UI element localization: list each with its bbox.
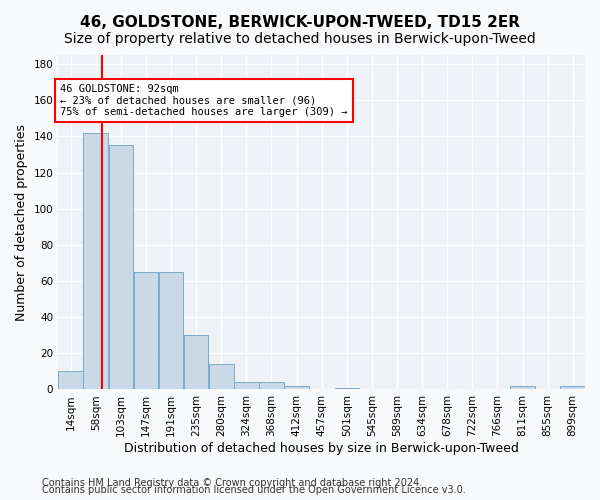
Text: 46, GOLDSTONE, BERWICK-UPON-TWEED, TD15 2ER: 46, GOLDSTONE, BERWICK-UPON-TWEED, TD15 … bbox=[80, 15, 520, 30]
Text: Contains public sector information licensed under the Open Government Licence v3: Contains public sector information licen… bbox=[42, 485, 466, 495]
Bar bbox=[284, 386, 308, 390]
Bar bbox=[209, 364, 233, 390]
Bar bbox=[184, 335, 208, 390]
Bar bbox=[159, 272, 183, 390]
Bar bbox=[259, 382, 284, 390]
Bar bbox=[335, 388, 359, 390]
Text: Size of property relative to detached houses in Berwick-upon-Tweed: Size of property relative to detached ho… bbox=[64, 32, 536, 46]
X-axis label: Distribution of detached houses by size in Berwick-upon-Tweed: Distribution of detached houses by size … bbox=[124, 442, 519, 455]
Bar bbox=[58, 372, 83, 390]
Bar bbox=[234, 382, 259, 390]
Bar bbox=[560, 386, 585, 390]
Bar bbox=[83, 132, 108, 390]
Y-axis label: Number of detached properties: Number of detached properties bbox=[15, 124, 28, 320]
Bar bbox=[109, 146, 133, 390]
Bar bbox=[134, 272, 158, 390]
Text: 46 GOLDSTONE: 92sqm
← 23% of detached houses are smaller (96)
75% of semi-detach: 46 GOLDSTONE: 92sqm ← 23% of detached ho… bbox=[60, 84, 347, 117]
Text: Contains HM Land Registry data © Crown copyright and database right 2024.: Contains HM Land Registry data © Crown c… bbox=[42, 478, 422, 488]
Bar bbox=[511, 386, 535, 390]
